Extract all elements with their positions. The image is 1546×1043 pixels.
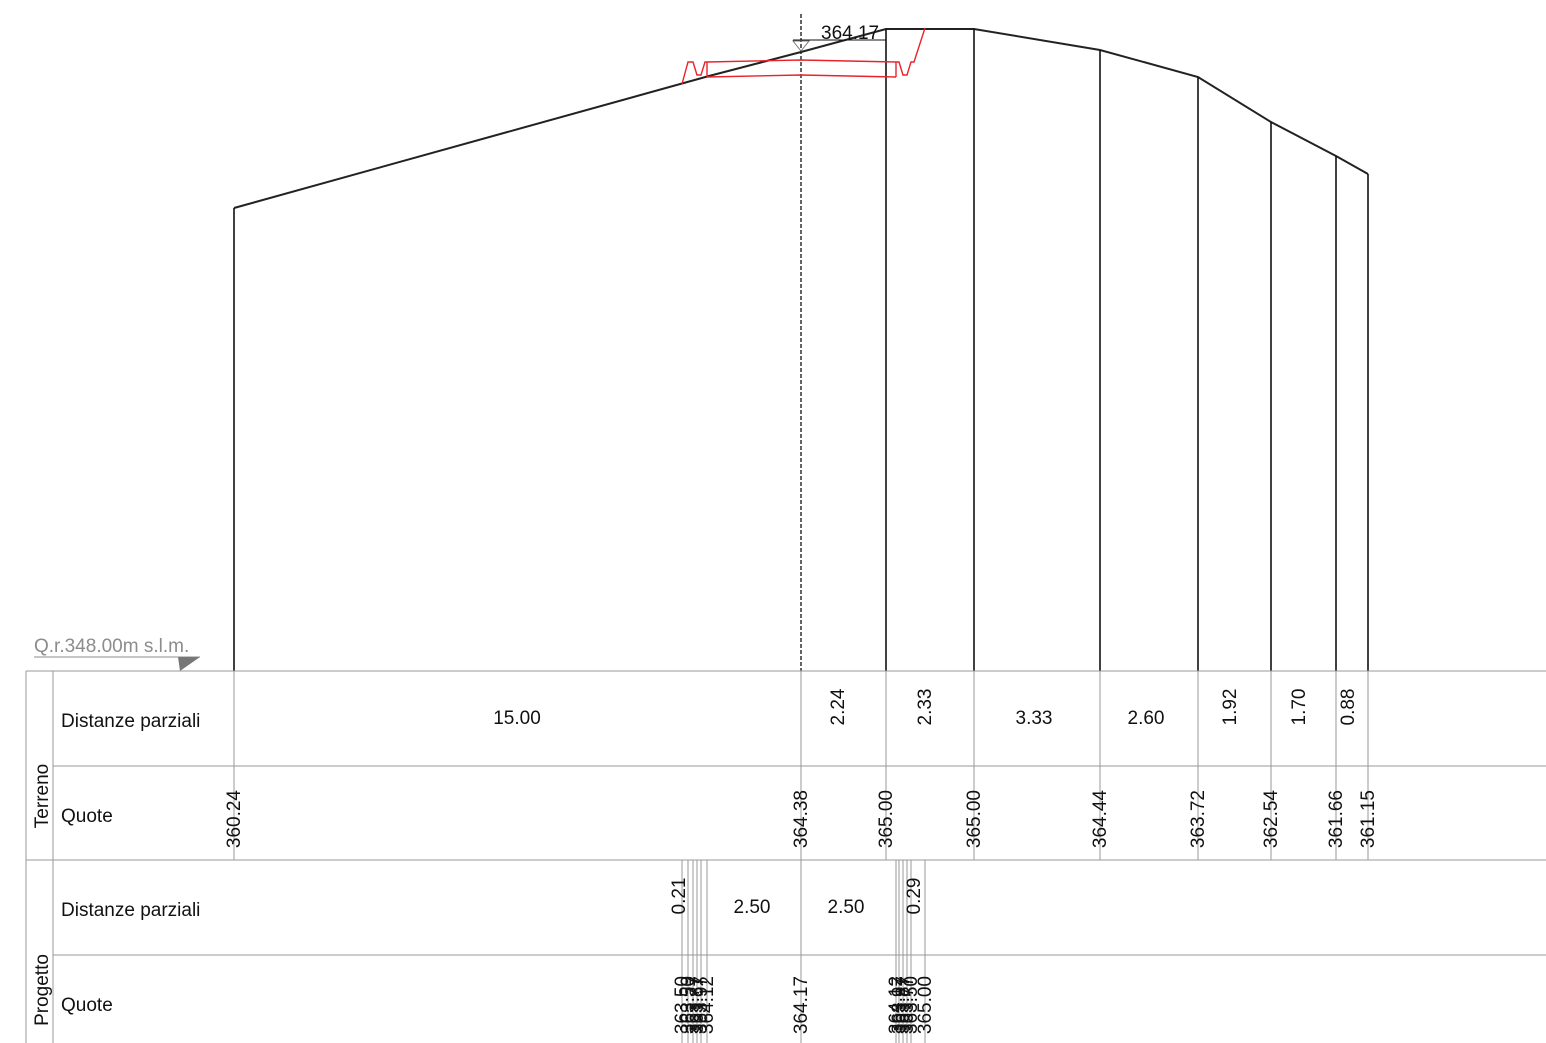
progetto-elevation-value: 364.12 <box>697 976 718 1034</box>
terreno-elevation-value: 365.00 <box>876 790 897 848</box>
group-label-progetto: Progetto <box>32 954 53 1026</box>
row-label-terreno-distanze: Distanze parziali <box>61 711 200 732</box>
terreno-elevation-value: 361.15 <box>1358 790 1379 848</box>
terreno-elevation-value: 364.44 <box>1090 790 1111 849</box>
design-level-marker: 364.17 <box>791 23 886 52</box>
group-label-terreno: Terreno <box>32 764 53 828</box>
row-label-progetto-quote: Quote <box>61 995 113 1016</box>
datum-triangle-icon <box>178 657 200 671</box>
road-bottom-edge <box>706 74 897 78</box>
terreno-elevation-value: 364.38 <box>791 790 812 848</box>
level-triangle-icon <box>791 40 811 52</box>
right-ditch <box>896 27 926 76</box>
progetto-elevation-value: 363.50 <box>901 976 922 1034</box>
progetto-elevation-value: 363.50 <box>672 976 693 1034</box>
progetto-elevation-value: 365.00 <box>915 976 936 1034</box>
terreno-elevation-value: 362.54 <box>1261 790 1282 849</box>
band-table-grid <box>25 670 1546 1043</box>
terreno-distance-value: 2.33 <box>915 689 936 726</box>
reference-datum: Q.r.348.00m s.l.m. <box>34 636 200 671</box>
progetto-elevation-value: 363.50 <box>678 976 699 1034</box>
terreno-elevation-value: 361.66 <box>1326 790 1347 848</box>
progetto-distance-value: 0.29 <box>904 878 925 915</box>
terreno-distance-value: 2.24 <box>828 688 849 725</box>
terreno-distance-value: 2.60 <box>1128 708 1165 729</box>
terreno-distance-value: 1.70 <box>1289 689 1310 726</box>
design-level-label: 364.17 <box>821 23 879 44</box>
progetto-elevation-value: 363.77 <box>683 976 704 1034</box>
progetto-elevation-value: 364.17 <box>791 976 812 1034</box>
progetto-elevation-value: 364.12 <box>886 976 907 1034</box>
ground-line <box>233 28 1369 209</box>
terreno-elevation-value: 360.24 <box>224 790 245 849</box>
progetto-distance-value: 0.21 <box>669 878 690 915</box>
progetto-elevation-value: 363.77 <box>897 976 918 1034</box>
progetto-elevations: 363.50 363.50 363.77 363.87 363.97 364.1… <box>672 976 936 1034</box>
terreno-distance-value: 3.33 <box>1016 708 1053 729</box>
row-label-progetto-distanze: Distanze parziali <box>61 900 200 921</box>
road-top-edge <box>706 59 897 63</box>
progetto-distance-value: 2.50 <box>734 897 771 918</box>
terreno-distance-value: 15.00 <box>493 708 541 729</box>
progetto-distances: 0.21 2.50 2.50 0.29 <box>669 878 925 918</box>
ground-profile <box>233 14 1369 671</box>
terreno-elevations: 360.24 364.38 365.00 365.00 364.44 363.7… <box>224 790 1379 849</box>
terreno-distance-value: 1.92 <box>1220 689 1241 726</box>
progetto-elevation-value: 363.87 <box>893 976 914 1034</box>
terreno-distance-value: 0.88 <box>1338 689 1359 726</box>
progetto-elevation-value: 363.97 <box>691 976 712 1034</box>
progetto-elevation-value: 363.87 <box>687 976 708 1034</box>
terreno-elevation-value: 365.00 <box>964 790 985 848</box>
row-label-terreno-quote: Quote <box>61 806 113 827</box>
terreno-elevation-value: 363.72 <box>1188 790 1209 848</box>
progetto-elevation-value: 363.97 <box>889 976 910 1034</box>
progetto-distance-value: 2.50 <box>828 897 865 918</box>
project-section <box>681 27 926 85</box>
terreno-distances: 15.00 2.24 2.33 3.33 2.60 1.92 1.70 0.88 <box>493 688 1359 729</box>
left-ditch <box>681 61 707 85</box>
reference-datum-label: Q.r.348.00m s.l.m. <box>34 636 189 657</box>
